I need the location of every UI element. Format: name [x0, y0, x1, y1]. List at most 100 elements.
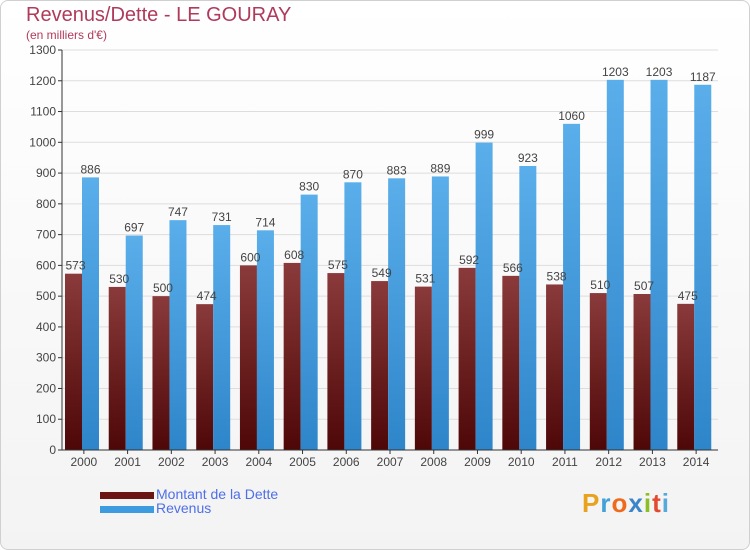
- y-tick-label: 100: [36, 412, 56, 426]
- debt-value-label: 538: [547, 269, 567, 283]
- revenue-value-label: 1203: [646, 65, 673, 79]
- x-tick-label: 2001: [114, 455, 141, 469]
- x-tick-label: 2014: [683, 455, 710, 469]
- revenue-bar: [475, 142, 493, 450]
- revenue-value-label: 889: [430, 161, 450, 175]
- debt-value-label: 475: [678, 289, 698, 303]
- y-tick-label: 1200: [29, 74, 56, 88]
- debt-value-label: 575: [328, 258, 348, 272]
- debt-bar: [239, 265, 257, 450]
- revenue-bar: [300, 194, 318, 450]
- revenue-bar: [519, 166, 537, 450]
- x-tick-label: 2003: [202, 455, 229, 469]
- revenue-bar: [125, 235, 143, 450]
- logo-letter: P: [582, 488, 601, 518]
- y-tick-label: 0: [49, 443, 56, 457]
- axes: 0 100 200 300 400 500 600 700 800 900 1000 1100 1200…: [29, 43, 718, 469]
- revenue-value-label: 731: [212, 210, 232, 224]
- y-tick-label: 200: [36, 381, 56, 395]
- x-tick-label: 2004: [245, 455, 272, 469]
- y-tick-label: 700: [36, 228, 56, 242]
- revenue-bar: [431, 176, 449, 450]
- debt-bar: [65, 273, 82, 450]
- revenue-bar: [563, 123, 581, 450]
- debt-value-label: 474: [197, 289, 217, 303]
- revenue-bar: [82, 177, 99, 450]
- debt-bar: [196, 304, 214, 450]
- revenue-bar: [344, 182, 362, 451]
- revenue-bar: [256, 230, 274, 450]
- x-tick-label: 2011: [552, 455, 578, 469]
- debt-bar: [633, 294, 651, 450]
- revenue-value-label: 999: [474, 128, 494, 142]
- x-tick-label: 2012: [595, 455, 622, 469]
- debt-value-label: 566: [503, 261, 523, 275]
- debt-value-label: 507: [634, 279, 654, 293]
- proxiti-logo: Proxiti: [582, 488, 670, 519]
- logo-letter: r: [600, 488, 612, 518]
- debt-bar: [589, 293, 607, 450]
- revenue-value-label: 883: [387, 163, 407, 177]
- debt-bar: [414, 286, 432, 450]
- revenue-value-label: 714: [255, 215, 275, 229]
- logo-letter: o: [611, 488, 629, 518]
- x-tick-label: 2000: [71, 455, 98, 469]
- debt-value-label: 549: [372, 266, 392, 280]
- debt-value-label: 608: [284, 248, 304, 262]
- x-tick-label: 2010: [508, 455, 535, 469]
- debt-value-label: 530: [109, 272, 129, 286]
- legend-label-debt: Montant de la Dette: [156, 486, 279, 502]
- chart-subtitle: (en milliers d'€): [26, 28, 107, 42]
- logo-letter: i: [643, 488, 653, 518]
- y-tick-label: 1300: [29, 43, 56, 57]
- legend-label-revenue: Revenus: [156, 500, 212, 516]
- y-tick-label: 800: [36, 197, 56, 211]
- y-tick-label: 400: [36, 320, 56, 334]
- debt-bar: [152, 296, 170, 450]
- bars: [65, 79, 712, 451]
- revenue-bar: [606, 79, 624, 450]
- y-tick-label: 1000: [29, 135, 56, 149]
- revenue-bar: [213, 225, 231, 450]
- x-tick-label: 2007: [377, 455, 404, 469]
- debt-value-label: 592: [459, 253, 479, 267]
- debt-bar: [371, 281, 389, 450]
- y-tick-label: 1100: [30, 105, 56, 119]
- revenue-value-label: 870: [343, 167, 363, 181]
- logo-letter: x: [628, 488, 644, 518]
- x-tick-label: 2009: [464, 455, 491, 469]
- y-tick-label: 300: [36, 351, 56, 365]
- revenue-bar: [694, 84, 712, 451]
- chart-title: Revenus/Dette - LE GOURAY: [26, 4, 292, 26]
- revenue-value-label: 830: [299, 180, 319, 194]
- legend-swatch-revenue: [100, 506, 154, 513]
- revenue-value-label: 923: [518, 151, 538, 165]
- debt-bar: [327, 273, 345, 450]
- debt-bar: [677, 303, 695, 450]
- y-tick-label: 900: [36, 166, 56, 180]
- debt-bar: [108, 286, 126, 450]
- revenue-value-label: 1060: [558, 109, 585, 123]
- logo-letter: i: [661, 488, 670, 518]
- x-tick-label: 2008: [420, 455, 447, 469]
- x-tick-label: 2006: [333, 455, 360, 469]
- revenue-value-label: 886: [80, 162, 100, 176]
- debt-value-label: 500: [153, 281, 173, 295]
- data-labels: 573 886 530 697 500 747 474 731 600 714 608 830 575 8…: [65, 65, 716, 303]
- legend-swatch-debt: [100, 492, 154, 499]
- x-tick-label: 2013: [639, 455, 666, 469]
- y-tick-label: 500: [36, 289, 56, 303]
- x-tick-label: 2005: [289, 455, 316, 469]
- debt-bar: [502, 275, 520, 450]
- revenue-value-label: 747: [168, 205, 188, 219]
- revenue-value-label: 1203: [602, 65, 629, 79]
- debt-value-label: 573: [65, 259, 85, 273]
- logo-letter: t: [652, 488, 662, 518]
- y-tick-label: 600: [36, 258, 56, 272]
- revenue-bar: [169, 220, 187, 450]
- revenue-value-label: 697: [124, 221, 144, 235]
- x-tick-label: 2002: [158, 455, 185, 469]
- debt-bar: [546, 284, 564, 450]
